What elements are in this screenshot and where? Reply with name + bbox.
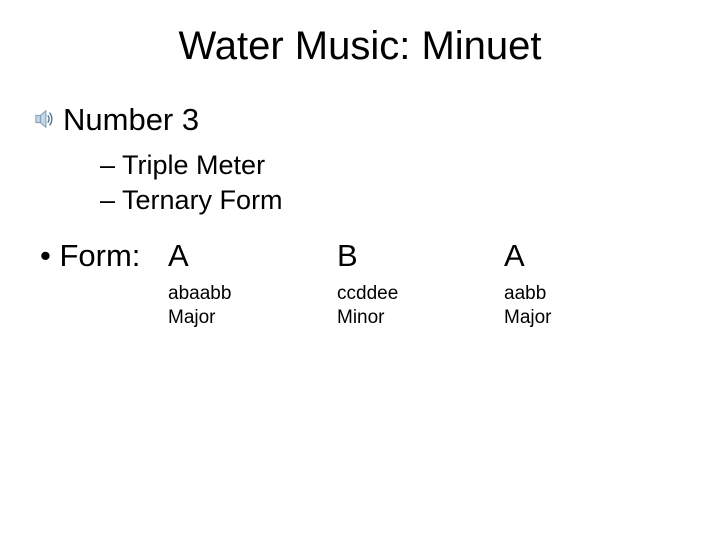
form-mode-b: Minor bbox=[337, 306, 398, 330]
sub-bullets: – Triple Meter – Ternary Form bbox=[100, 148, 283, 217]
form-phrase-a2: aabb bbox=[504, 282, 552, 306]
bullet-form-label: • Form: bbox=[40, 238, 140, 274]
slide: Water Music: Minuet Number 3 – Triple Me… bbox=[0, 0, 720, 540]
form-phrase-b: ccddee bbox=[337, 282, 398, 306]
form-detail-a2: aabb Major bbox=[504, 282, 552, 330]
sub-bullet-ternary-form: – Ternary Form bbox=[100, 183, 283, 218]
bullet-number-3: Number 3 bbox=[63, 102, 199, 138]
form-phrase-a1: abaabb bbox=[168, 282, 231, 306]
form-detail-a1: abaabb Major bbox=[168, 282, 231, 330]
form-mode-a1: Major bbox=[168, 306, 231, 330]
form-section-a2: A bbox=[504, 238, 525, 274]
form-section-b: B bbox=[337, 238, 358, 274]
form-mode-a2: Major bbox=[504, 306, 552, 330]
audio-icon[interactable] bbox=[34, 108, 56, 130]
slide-title: Water Music: Minuet bbox=[0, 24, 720, 69]
sub-bullet-triple-meter: – Triple Meter bbox=[100, 148, 283, 183]
form-section-a1: A bbox=[168, 238, 189, 274]
form-detail-b: ccddee Minor bbox=[337, 282, 398, 330]
